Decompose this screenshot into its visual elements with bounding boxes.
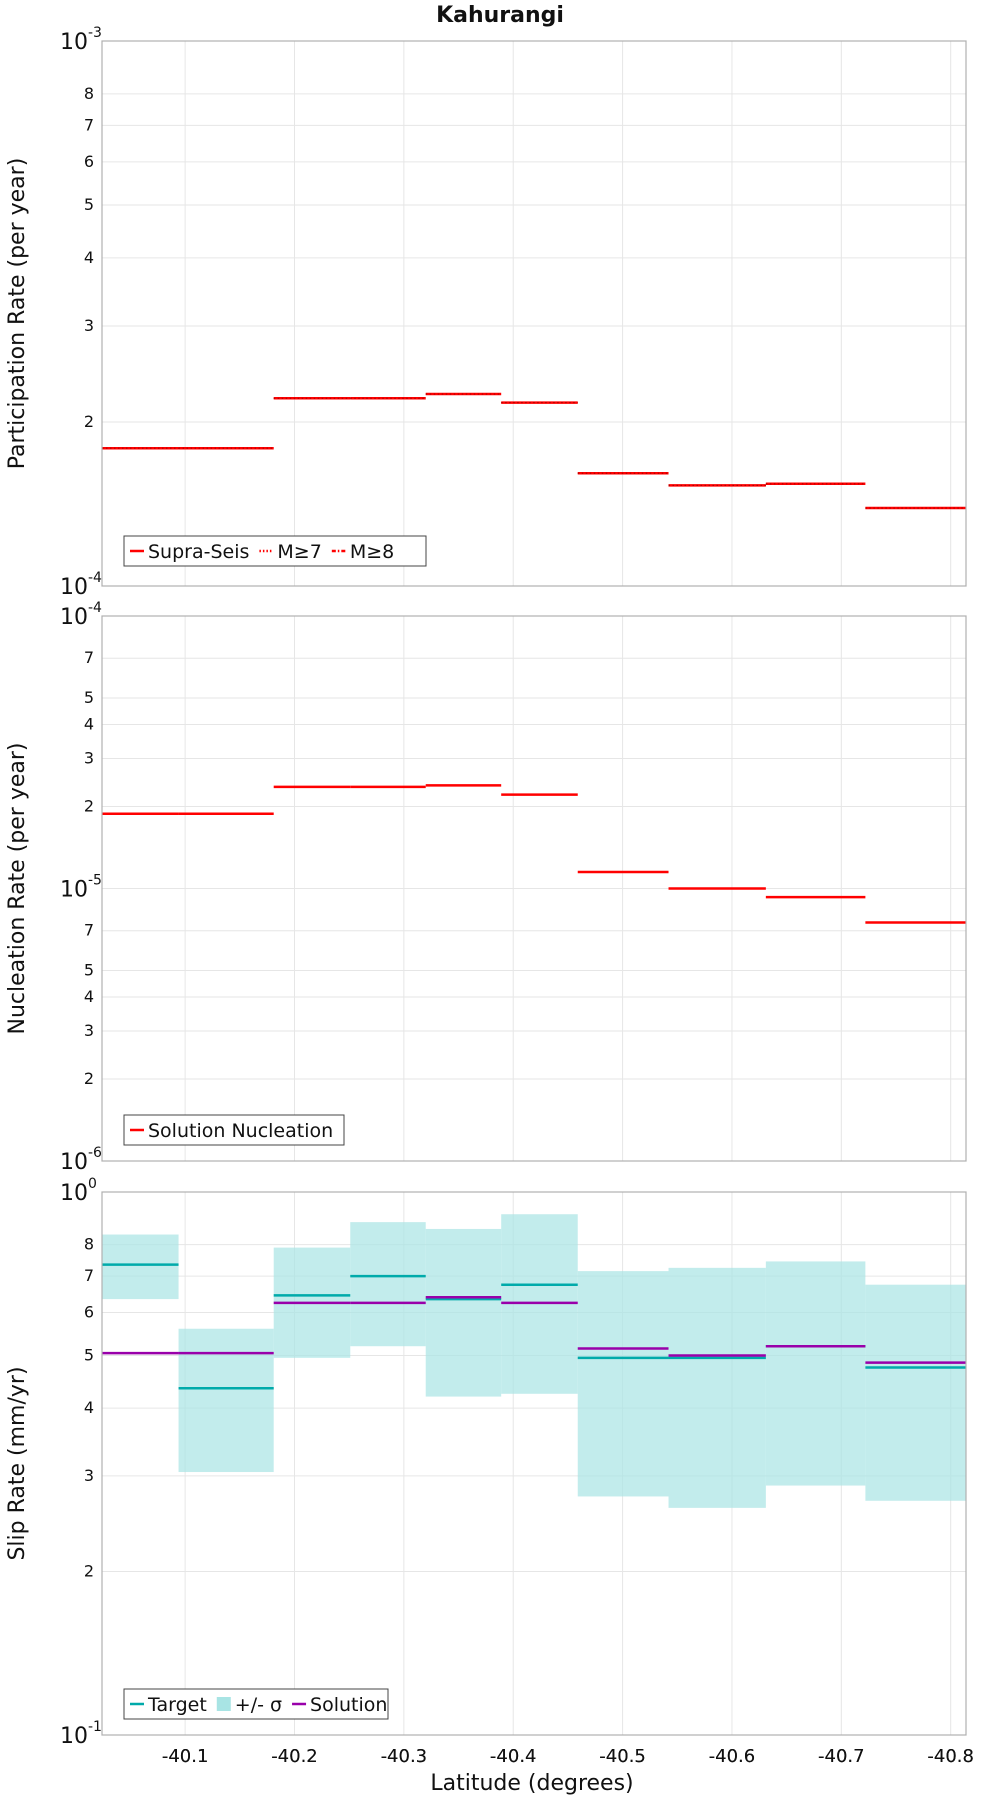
x-tick-label: -40.3 (381, 1746, 428, 1767)
y-tick-label: 3 (84, 316, 94, 335)
y-tick-label: 8 (84, 84, 94, 103)
x-tick-label: -40.4 (490, 1746, 537, 1767)
y-tick-label: 5 (84, 195, 94, 214)
legend-box (123, 1688, 389, 1720)
legend-box (123, 535, 427, 567)
y-tick-exponent: -4 (88, 600, 102, 616)
y-tick-label: 6 (84, 152, 94, 171)
legend-label: Supra-Seis (148, 541, 249, 563)
sigma-band (865, 1284, 966, 1501)
y-tick-label-major: 10 (60, 1724, 88, 1749)
x-tick-label: -40.5 (599, 1746, 646, 1767)
y-tick-label: 6 (84, 1302, 94, 1321)
x-tick-label: -40.7 (818, 1746, 865, 1767)
y-axis-label: Participation Rate (per year) (5, 158, 30, 470)
y-tick-label-major: 10 (60, 878, 88, 903)
sigma-band (765, 1261, 866, 1486)
y-tick-label-major: 10 (60, 605, 88, 630)
plot-frame (101, 615, 967, 1162)
y-tick-exponent: -6 (88, 1145, 102, 1161)
y-tick-label: 2 (84, 412, 94, 431)
y-tick-label: 7 (84, 1266, 94, 1285)
y-tick-label: 4 (84, 1398, 94, 1417)
y-tick-label: 5 (84, 1345, 94, 1364)
legend-label: Solution (310, 1694, 387, 1716)
y-tick-label: 2 (84, 1069, 94, 1088)
sigma-band (577, 1271, 669, 1497)
y-tick-label: 7 (84, 648, 94, 667)
y-tick-label-major: 10 (60, 575, 88, 600)
y-tick-label: 3 (84, 1021, 94, 1040)
x-tick-label: -40.4 (490, 1746, 537, 1767)
legend-label: Solution Nucleation (148, 1120, 333, 1142)
y-tick-exponent: -3 (88, 25, 102, 41)
y-axis-label: Slip Rate (mm/yr) (5, 1366, 30, 1560)
y-tick-label: 8 (84, 1235, 94, 1254)
y-tick-label: 4 (84, 714, 94, 733)
x-tick-label: -40.6 (709, 1746, 756, 1767)
y-tick-label: 4 (84, 248, 94, 267)
y-tick-label-major: 10 (60, 30, 88, 55)
x-tick-label: -40.5 (599, 1746, 646, 1767)
sigma-band (425, 1228, 502, 1397)
y-tick-label: 5 (84, 961, 94, 980)
plot-frame (101, 40, 967, 587)
sigma-band (350, 1222, 426, 1347)
sigma-band (178, 1328, 274, 1473)
y-tick-label: 4 (84, 987, 94, 1006)
legend: Supra-Seis M≥7 M≥8 (123, 535, 427, 567)
y-tick-label-major: 10 (60, 1181, 88, 1206)
x-tick-label: -40.2 (271, 1746, 318, 1767)
y-tick-exponent: -5 (88, 873, 102, 889)
y-tick-exponent: -4 (88, 570, 102, 586)
x-tick-label: -40.3 (381, 1746, 428, 1767)
legend-box (123, 1114, 345, 1146)
plot-frame (101, 1191, 967, 1736)
x-tick-label: -40.1 (162, 1746, 209, 1767)
y-tick-exponent: -1 (88, 1719, 102, 1735)
y-tick-label: 3 (84, 1466, 94, 1485)
x-tick-label: -40.1 (162, 1746, 209, 1767)
legend-label: M≥7 (277, 541, 321, 563)
x-tick-label: -40.6 (709, 1746, 756, 1767)
y-tick-label: 2 (84, 796, 94, 815)
y-tick-label: 5 (84, 688, 94, 707)
legend-label: M≥8 (350, 541, 394, 563)
y-tick-exponent: 0 (88, 1176, 97, 1192)
x-tick-label: -40.2 (271, 1746, 318, 1767)
y-tick-label-major: 10 (60, 1150, 88, 1175)
x-axis-label: Latitude (degrees) (430, 1771, 633, 1796)
y-tick-label: 7 (84, 921, 94, 940)
y-axis-label: Nucleation Rate (per year) (5, 743, 30, 1035)
y-tick-label: 2 (84, 1562, 94, 1581)
legend: Solution Nucleation (123, 1114, 345, 1146)
y-tick-label: 7 (84, 115, 94, 134)
x-tick-label: -40.7 (818, 1746, 865, 1767)
legend-label: Target (147, 1694, 207, 1716)
chart-title: Kahurangi (436, 3, 564, 28)
y-tick-label: 3 (84, 748, 94, 767)
legend-swatch (216, 1697, 231, 1711)
sigma-band (668, 1267, 766, 1508)
x-tick-label: -40.8 (927, 1746, 974, 1767)
sigma-band (102, 1234, 179, 1300)
x-tick-label: -40.8 (927, 1746, 974, 1767)
legend-label: +/- σ (235, 1694, 282, 1716)
legend: Target +/- σ Solution (123, 1688, 389, 1720)
